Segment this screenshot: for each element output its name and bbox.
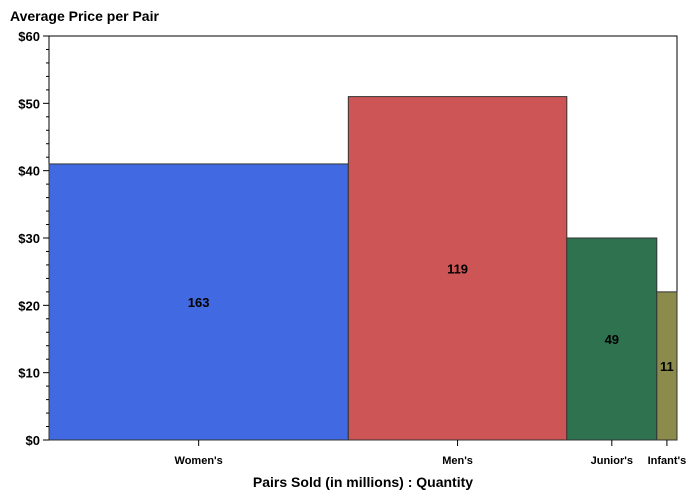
y-tick-label: $60 xyxy=(18,29,40,44)
bar-value-label: 119 xyxy=(447,261,468,276)
bars xyxy=(48,96,678,441)
y-tick-label: $20 xyxy=(18,298,40,313)
bar-value-label: 163 xyxy=(188,295,210,310)
bar-womens xyxy=(48,163,349,441)
y-axis: $0 $10 $20 $30 $40 $50 $60 xyxy=(18,29,49,448)
bar-labels: 163 119 49 11 xyxy=(188,261,674,374)
bar-juniors xyxy=(566,237,658,441)
x-tick-label: Junior's xyxy=(591,455,633,467)
bar-value-label: 49 xyxy=(605,332,619,347)
bar-value-label: 11 xyxy=(660,359,674,374)
x-tick-label: Men's xyxy=(442,455,473,467)
y-tick-label: $0 xyxy=(26,433,40,448)
y-axis-title: Average Price per Pair xyxy=(10,8,159,24)
y-tick-label: $30 xyxy=(18,231,40,246)
y-tick-label: $50 xyxy=(18,96,40,111)
x-axis-title: Pairs Sold (in millions) : Quantity xyxy=(253,474,473,490)
y-tick-label: $40 xyxy=(18,164,40,179)
x-tick-label: Infant's xyxy=(648,455,687,467)
bar-mens xyxy=(347,96,568,441)
y-tick-label: $10 xyxy=(18,366,40,381)
x-tick-label: Women's xyxy=(175,455,223,467)
x-axis: Women's Men's Junior's Infant's xyxy=(175,440,687,467)
